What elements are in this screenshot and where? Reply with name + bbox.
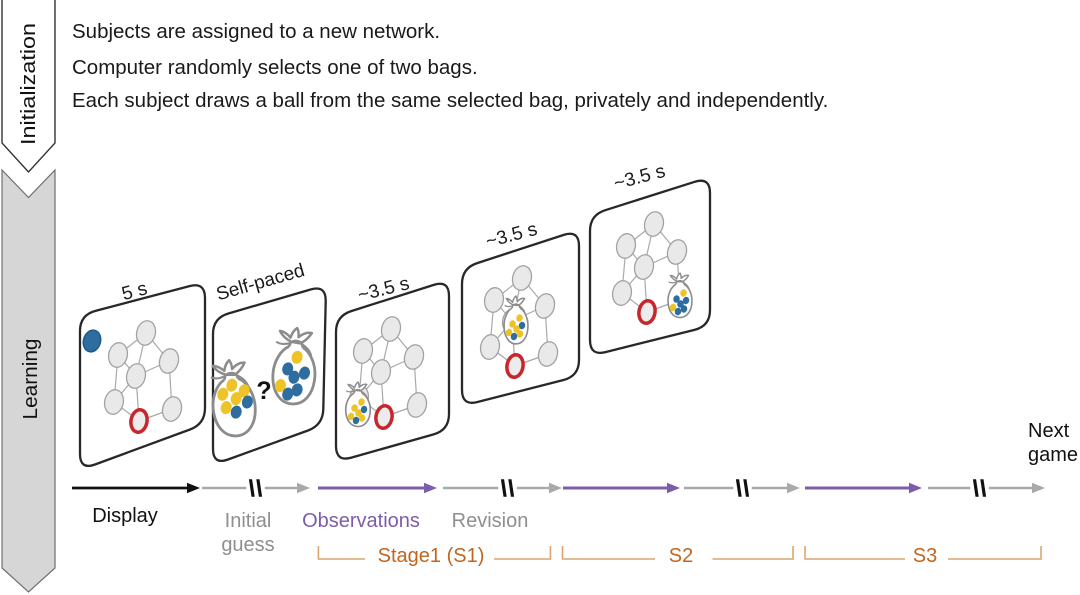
svg-text:S3: S3 (913, 545, 937, 567)
svg-text:Initialization: Initialization (18, 23, 40, 145)
svg-text:Initial: Initial (225, 510, 272, 532)
svg-text:Stage1 (S1): Stage1 (S1) (378, 545, 485, 567)
svg-text:Learning: Learning (20, 339, 42, 420)
svg-text:Display: Display (92, 505, 158, 527)
svg-text:?: ? (256, 377, 271, 405)
svg-text:game: game (1028, 444, 1078, 466)
svg-text:Next: Next (1028, 420, 1070, 442)
svg-text:Revision: Revision (452, 510, 529, 532)
svg-text:Computer randomly selects one: Computer randomly selects one of two bag… (72, 56, 478, 79)
svg-text:Each subject draws a ball from: Each subject draws a ball from the same … (72, 89, 828, 112)
svg-text:guess: guess (221, 534, 274, 556)
svg-text:S2: S2 (669, 545, 693, 567)
svg-text:Observations: Observations (302, 510, 420, 532)
svg-text:Subjects are assigned to a new: Subjects are assigned to a new network. (72, 20, 440, 43)
